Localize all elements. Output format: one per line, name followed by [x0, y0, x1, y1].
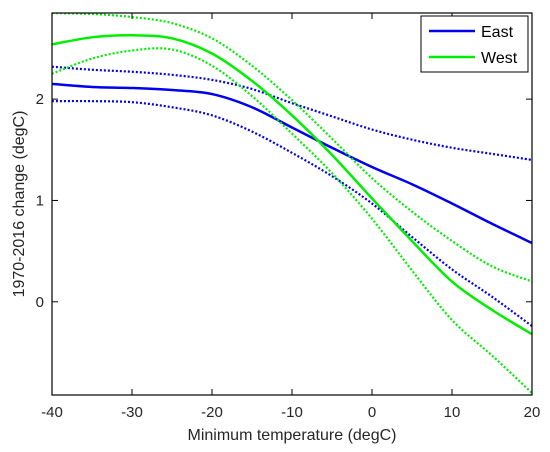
legend-box: [420, 15, 529, 73]
x-tick-label: -10: [281, 404, 303, 421]
x-axis-label: Minimum temperature (degC): [188, 427, 397, 444]
x-tick-label: 20: [524, 404, 541, 421]
legend-east-label: East: [481, 24, 514, 41]
y-tick-label: 0: [36, 294, 44, 311]
east-upper-bound-line: [52, 65, 532, 162]
x-tick-label: -30: [121, 404, 143, 421]
east-series-line: [52, 82, 532, 245]
west-series-line: [52, 34, 532, 336]
x-tick-label: 0: [368, 404, 376, 421]
y-axis: 0 1 2: [36, 91, 532, 311]
legend-west-label: West: [481, 50, 518, 67]
x-tick-label: -40: [41, 404, 63, 421]
east-lower-bound-line: [52, 99, 532, 327]
x-axis: -40 -30 -20 -10 0 10 20: [41, 13, 540, 421]
y-tick-label: 1: [36, 192, 44, 209]
y-tick-label: 2: [36, 91, 44, 108]
x-tick-label: 10: [444, 404, 461, 421]
y-axis-label: 1970-2016 change (degC): [11, 111, 28, 298]
legend: East West: [420, 15, 529, 73]
x-tick-label: -20: [201, 404, 223, 421]
west-lower-bound-line: [52, 47, 532, 394]
